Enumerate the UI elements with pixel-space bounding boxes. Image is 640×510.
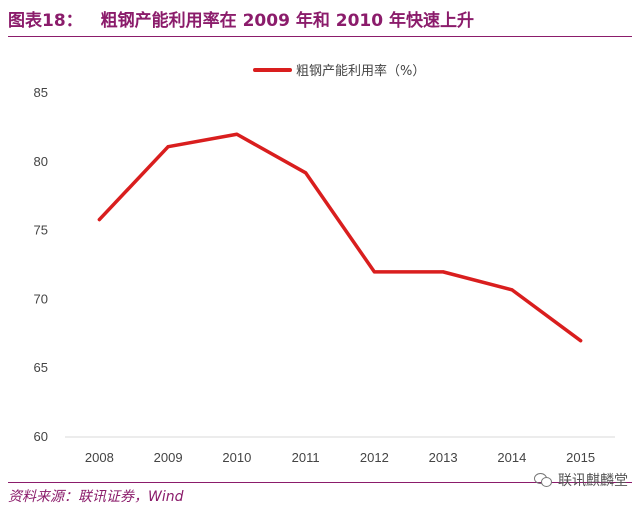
- watermark: 联讯麒麟堂: [534, 470, 628, 490]
- data-point: [372, 270, 376, 274]
- data-point: [166, 145, 170, 149]
- x-tick-label: 2010: [222, 450, 251, 465]
- y-tick-label: 70: [34, 291, 48, 306]
- figure-title: 粗钢产能利用率在 2009 年和 2010 年快速上升: [100, 10, 474, 31]
- header-rule: [8, 36, 632, 37]
- x-tick-label: 2012: [360, 450, 389, 465]
- x-tick-label: 2013: [429, 450, 458, 465]
- data-point: [579, 339, 583, 343]
- x-tick-label: 2011: [292, 450, 320, 465]
- figure-header: 图表18： 粗钢产能利用率在 2009 年和 2010 年快速上升: [8, 0, 632, 36]
- wechat-icon: [534, 473, 552, 487]
- y-tick-label: 65: [34, 360, 48, 375]
- figure-label: 图表18：: [8, 10, 83, 31]
- x-tick-label: 2008: [85, 450, 114, 465]
- data-point: [235, 132, 239, 136]
- y-tick-label: 85: [34, 85, 48, 100]
- y-tick-label: 80: [34, 154, 48, 169]
- x-tick-label: 2014: [497, 450, 526, 465]
- x-tick-label: 2009: [154, 450, 183, 465]
- y-tick-label: 60: [34, 429, 48, 444]
- series-line: [97, 132, 583, 343]
- source-note: 资料来源：联讯证券，Wind: [8, 489, 184, 505]
- data-point: [441, 270, 445, 274]
- data-point: [510, 288, 514, 292]
- line-chart: 60 65 70 75 80 85 2008 2009 2010 2011 2012 2013 2014…: [34, 63, 615, 465]
- watermark-text: 联讯麒麟堂: [558, 473, 628, 489]
- data-point: [97, 218, 101, 222]
- y-tick-label: 75: [34, 223, 48, 238]
- legend-label: 粗钢产能利用率（%）: [296, 63, 425, 79]
- footer-rule: [8, 482, 632, 483]
- data-point: [304, 171, 308, 175]
- x-tick-label: 2015: [566, 450, 595, 465]
